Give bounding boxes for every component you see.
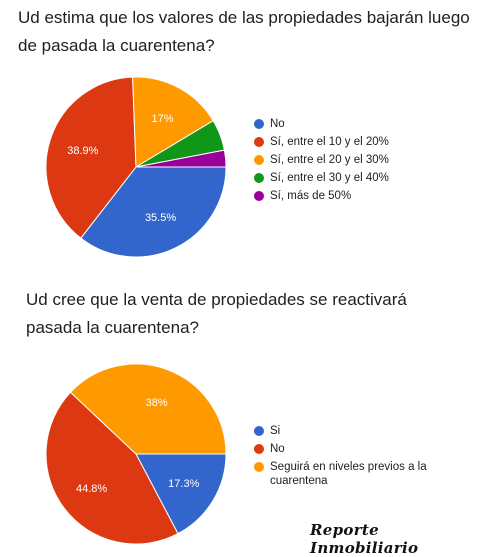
chart-1-slice-label-1: 38.9% xyxy=(67,145,98,157)
chart-1-legend-item-3: Sí, entre el 30 y el 40% xyxy=(254,171,389,185)
legend-label: No xyxy=(270,118,285,130)
legend-swatch xyxy=(254,155,264,165)
legend-swatch xyxy=(254,444,264,454)
chart-2-slice-label-0: 17.3% xyxy=(168,478,199,490)
chart-2-slice-label-2: 38% xyxy=(146,397,168,409)
chart-2-legend-item-0: Si xyxy=(254,424,470,438)
chart-2-legend: Si No Seguirá en niveles previos a la cuar… xyxy=(254,424,470,492)
chart-1-pie: 35.5% 38.9% 17% xyxy=(45,76,227,258)
chart-1-legend-item-4: Sí, más de 50% xyxy=(254,189,389,203)
legend-label: Si xyxy=(270,425,281,437)
chart-2-title: Ud cree que la venta de propiedades se r… xyxy=(26,290,407,337)
legend-label: Sí, más de 50% xyxy=(270,190,352,202)
chart-1-legend-item-1: Sí, entre el 10 y el 20% xyxy=(254,135,389,149)
legend-label: Seguirá en niveles previos a la cuarente… xyxy=(270,461,427,487)
legend-label: No xyxy=(270,443,285,455)
chart-1-slice-1 xyxy=(45,76,137,239)
chart-1-legend: No Sí, entre el 10 y el 20% Sí, entre el 2… xyxy=(254,117,389,207)
legend-swatch xyxy=(254,462,264,472)
legend-label: Sí, entre el 30 y el 40% xyxy=(270,172,389,184)
chart-2-slice-2 xyxy=(69,363,227,455)
legend-swatch xyxy=(254,137,264,147)
chart-1-slice-0 xyxy=(80,166,227,258)
chart-1-title: Ud estima que los valores de las propied… xyxy=(18,8,470,55)
chart-2-slice-0 xyxy=(135,453,227,535)
chart-2-legend-item-1: No xyxy=(254,442,470,456)
legend-label: Sí, entre el 20 y el 30% xyxy=(270,154,389,166)
chart-1-legend-item-0: No xyxy=(254,117,389,131)
chart-2-slice-label-1: 44.8% xyxy=(76,483,107,495)
legend-label: Sí, entre el 10 y el 20% xyxy=(270,136,389,148)
chart-2-legend-item-2: Seguirá en niveles previos a la cuarente… xyxy=(254,460,470,488)
legend-swatch xyxy=(254,173,264,183)
chart-1-slice-label-2: 17% xyxy=(152,113,174,125)
chart-1-slice-2 xyxy=(132,76,214,168)
watermark-logo: Reporte Inmobiliario xyxy=(310,521,419,557)
chart-2-slice-1 xyxy=(45,391,179,545)
legend-swatch xyxy=(254,119,264,129)
chart-1-slice-label-0: 35.5% xyxy=(145,212,176,224)
legend-swatch xyxy=(254,426,264,436)
chart-1-legend-item-2: Sí, entre el 20 y el 30% xyxy=(254,153,389,167)
chart-1-slice-4 xyxy=(135,149,227,168)
legend-swatch xyxy=(254,191,264,201)
